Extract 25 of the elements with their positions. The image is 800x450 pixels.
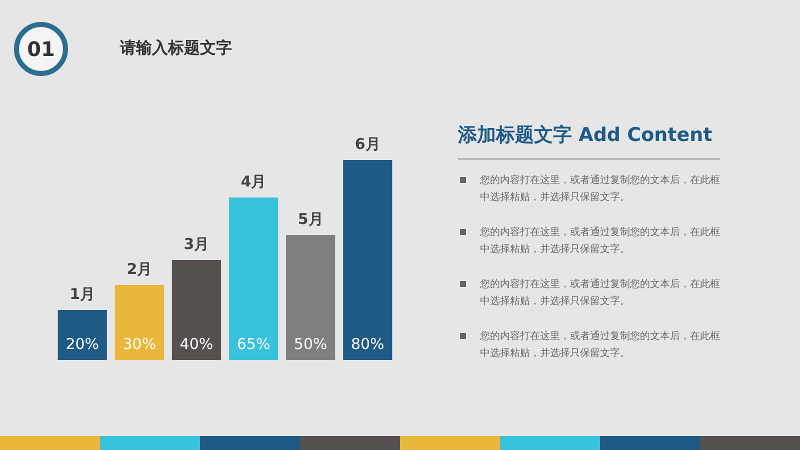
text: 您的内容打在这里，或者通过复制您的文本后，在此框中选择粘贴，并选择只保留文字。: [479, 330, 720, 361]
data-label: 50%: [294, 335, 328, 353]
data-label: 80%: [350, 335, 384, 353]
bar: [114, 285, 164, 360]
data-label: 40%: [180, 335, 214, 353]
bar: [343, 160, 392, 360]
bar: [228, 198, 278, 360]
data-label: 20%: [66, 335, 100, 353]
text: 您的内容打在这里，或者通过复制您的文本后，在此框中选择粘贴，并选择只保留文字。: [479, 278, 720, 309]
bar: [286, 235, 336, 360]
text: 您的内容打在这里，或者通过复制您的文本后，在此框中选择粘贴，并选择只保留文字。: [479, 226, 720, 257]
x-tick-label: 5月: [298, 210, 324, 228]
data-label: 65%: [236, 335, 270, 353]
bar: [58, 310, 107, 360]
x-tick-label: 4月: [240, 172, 266, 190]
bar: [172, 260, 222, 360]
x-tick-label: 6月: [354, 135, 380, 153]
text: 添加标题文字 Add Content: [458, 122, 720, 160]
data-label: 30%: [122, 335, 156, 353]
text: 01: [14, 22, 68, 76]
x-tick-label: 2月: [126, 260, 152, 278]
x-tick-label: 3月: [184, 235, 210, 253]
text: 您的内容打在这里，或者通过复制您的文本后，在此框中选择粘贴，并选择只保留文字。: [479, 174, 720, 205]
x-tick-label: 1月: [70, 285, 96, 303]
chart-title: 请输入标题文字: [120, 38, 232, 59]
